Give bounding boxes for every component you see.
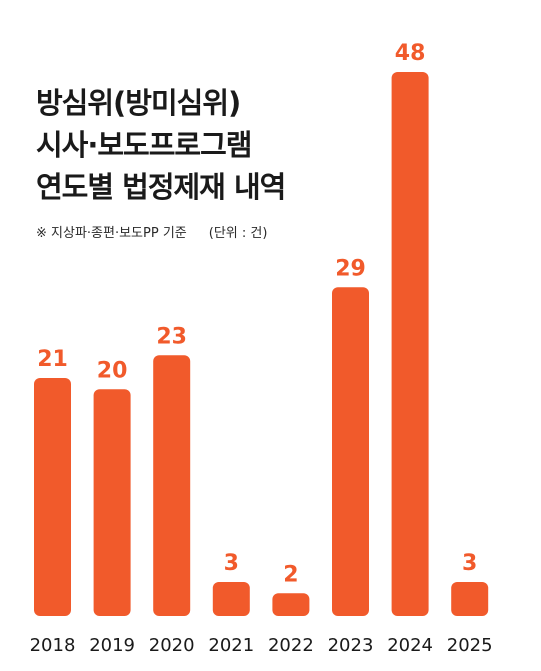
bar-2025 bbox=[451, 582, 489, 616]
chart-basis-note: ※ 지상파·종편·보도PP 기준 bbox=[36, 226, 187, 241]
bar-2020 bbox=[153, 355, 191, 616]
bar-2019 bbox=[93, 389, 131, 616]
data-label-2019: 20 bbox=[97, 358, 128, 383]
chart-title-line-3: 연도별 법정제재 내역 bbox=[36, 170, 286, 204]
data-label-2018: 21 bbox=[37, 347, 68, 372]
bar-2023 bbox=[332, 287, 369, 616]
x-tick-label-2018: 2018 bbox=[30, 635, 76, 656]
x-tick-label-2023: 2023 bbox=[328, 635, 374, 656]
data-label-2020: 23 bbox=[156, 324, 187, 349]
bar-2018 bbox=[34, 378, 71, 616]
x-tick-label-2022: 2022 bbox=[268, 635, 314, 656]
x-tick-label-2019: 2019 bbox=[89, 635, 135, 656]
x-tick-label-2024: 2024 bbox=[387, 635, 433, 656]
x-tick-label-2020: 2020 bbox=[149, 635, 195, 656]
data-label-2023: 29 bbox=[335, 256, 366, 281]
data-label-2024: 48 bbox=[395, 41, 426, 66]
chart-note: ※ 지상파·종편·보도PP 기준 (단위 : 건) bbox=[36, 222, 267, 241]
chart-title-line-2: 시사·보도프로그램 bbox=[36, 128, 252, 162]
bar-2022 bbox=[272, 593, 310, 616]
data-label-2022: 2 bbox=[283, 562, 298, 587]
bar-2024 bbox=[391, 72, 429, 616]
x-tick-label-2025: 2025 bbox=[447, 635, 493, 656]
data-label-2025: 3 bbox=[462, 551, 477, 576]
bar-2021 bbox=[212, 582, 250, 616]
chart-title: 방심위(방미심위) 시사·보도프로그램 연도별 법정제재 내역 bbox=[36, 82, 286, 208]
x-tick-label-2021: 2021 bbox=[208, 635, 254, 656]
chart-title-line-1: 방심위(방미심위) bbox=[36, 86, 241, 120]
chart-unit-note: (단위 : 건) bbox=[208, 226, 268, 241]
data-label-2021: 3 bbox=[224, 551, 239, 576]
